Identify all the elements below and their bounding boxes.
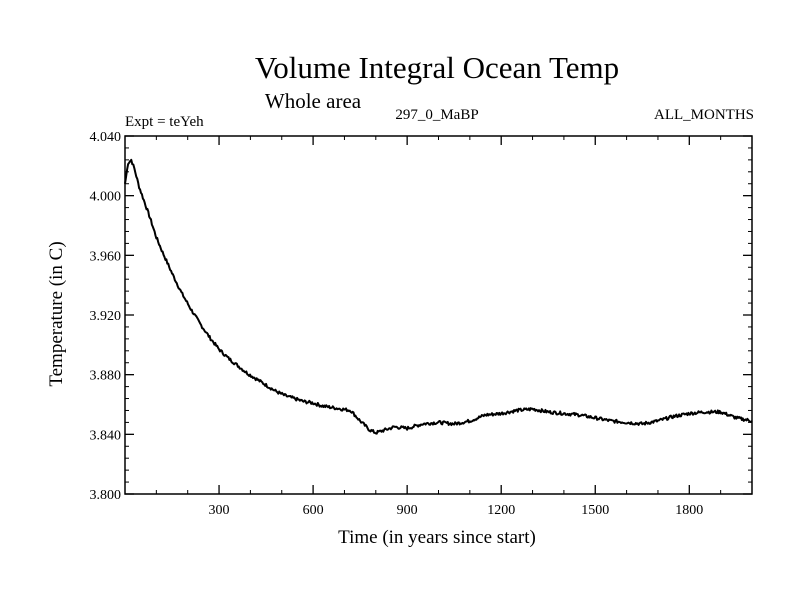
x-tick-label: 600: [303, 503, 324, 518]
series-line-teyeh: [124, 158, 753, 435]
y-axis-label: Temperature (in C): [46, 241, 67, 386]
y-tick-label: 3.920: [90, 309, 122, 324]
x-tick-label: 900: [397, 503, 418, 518]
y-tick-label: 3.800: [90, 488, 122, 503]
expt-annotation: Expt = teYeh: [125, 114, 204, 130]
x-tick-label: 1200: [487, 503, 515, 518]
x-axis-label: Time (in years since start): [338, 527, 536, 548]
chart-title: Volume Integral Ocean Temp: [255, 50, 619, 85]
run-annotation: 297_0_MaBP: [395, 107, 478, 123]
chart-subtitle: Whole area: [265, 89, 362, 113]
y-tick-label: 3.960: [90, 249, 122, 264]
axis-tick-labels: 300 600 900 1200 1500 1800 3.800 3.840 3.880 3.92…: [90, 130, 704, 518]
months-annotation: ALL_MONTHS: [654, 107, 754, 123]
y-tick-label: 4.000: [90, 190, 122, 205]
plot-frame: [124, 135, 753, 495]
x-tick-label: 1500: [581, 503, 609, 518]
x-tick-label: 1800: [675, 503, 703, 518]
y-tick-label: 4.040: [90, 130, 122, 145]
x-tick-label: 300: [209, 503, 230, 518]
axis-ticks: [125, 135, 752, 495]
y-tick-label: 3.880: [90, 369, 122, 384]
y-tick-label: 3.840: [90, 428, 122, 443]
